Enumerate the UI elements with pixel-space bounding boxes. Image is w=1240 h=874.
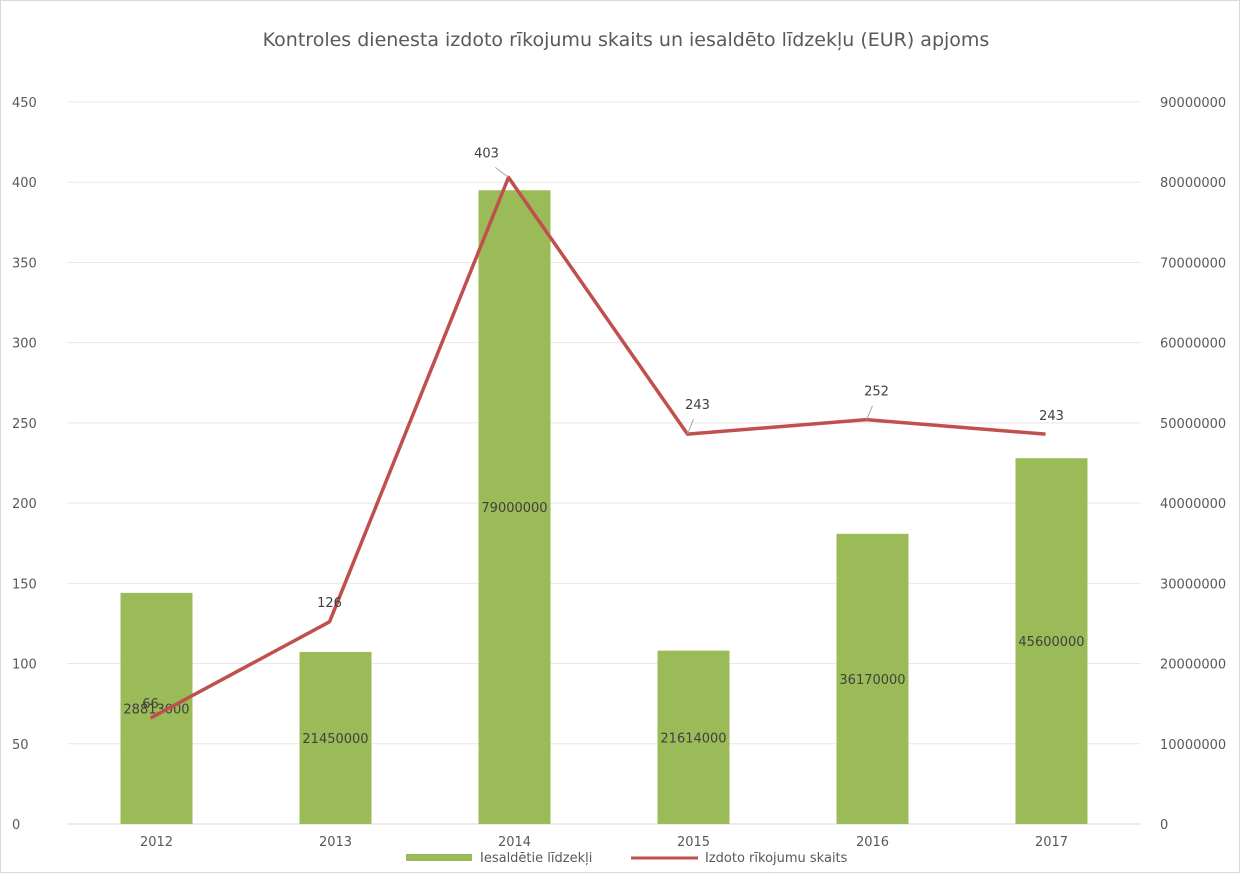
bar-2016 [836,533,909,824]
bar-2015 [657,650,730,824]
leader-line [866,405,873,420]
gridlines [67,101,1141,825]
right-tick-label: 90000000 [1160,96,1226,111]
left-tick-label: 300 [12,337,37,352]
line-value-label: 243 [1039,409,1064,424]
x-tick-label: 2016 [856,835,889,850]
left-tick-label: 400 [12,176,37,191]
legend-label-bars: Iesaldētie līdzekļi [480,851,592,866]
right-tick-label: 10000000 [1160,738,1226,753]
legend-label-line: Izdoto rīkojumu skaits [705,851,848,866]
right-tick-label: 0 [1160,818,1168,833]
bar-data-labels: 2881300021450000790000002161400036170000… [123,501,1084,747]
leader-line [494,167,509,178]
line-value-label: 252 [864,385,889,400]
left-tick-label: 350 [12,256,37,271]
left-tick-label: 200 [12,497,37,512]
bar-2013 [299,651,372,824]
left-axis-ticks: 0 50 100 150 200 250 300 350 400 450 [12,96,37,833]
right-tick-label: 80000000 [1160,176,1226,191]
line-value-label: 243 [685,398,710,413]
legend: Iesaldētie līdzekļi Izdoto rīkojumu skai… [406,851,848,866]
line-series [149,175,1046,720]
left-tick-label: 150 [12,577,37,592]
left-tick-label: 100 [12,658,37,673]
leader-line [687,418,694,435]
bar-2017 [1015,458,1088,824]
bar-value-label: 79000000 [481,501,547,516]
right-tick-label: 40000000 [1160,497,1226,512]
x-tick-label: 2014 [498,835,531,850]
x-axis-ticks: 2012 2013 2014 2015 2016 2017 [140,835,1068,850]
line-value-label: 66 [142,697,159,712]
right-tick-label: 20000000 [1160,658,1226,673]
x-tick-label: 2013 [319,835,352,850]
bar-series [120,190,1088,824]
bar-value-label: 21450000 [302,732,368,747]
line-value-label: 126 [317,596,342,611]
right-tick-label: 60000000 [1160,337,1226,352]
left-tick-label: 450 [12,96,37,111]
bar-value-label: 36170000 [839,673,905,688]
line-value-label: 403 [474,146,499,161]
bar-2012 [120,592,193,824]
x-tick-label: 2017 [1035,835,1068,850]
bar-value-label: 21614000 [660,731,726,746]
series-line [149,175,1046,720]
line-data-labels: 66 126 403 243 252 243 [142,146,1064,712]
x-tick-label: 2012 [140,835,173,850]
left-tick-label: 50 [12,738,29,753]
legend-swatch-bars [406,854,472,861]
bar-value-label: 45600000 [1018,635,1084,650]
left-tick-label: 0 [12,818,20,833]
right-axis-ticks: 0 10000000 20000000 30000000 40000000 5000000… [1160,96,1226,833]
right-tick-label: 70000000 [1160,256,1226,271]
x-tick-label: 2015 [677,835,710,850]
bar-2014 [478,190,551,824]
right-tick-label: 50000000 [1160,417,1226,432]
chart-title: Kontroles dienesta izdoto rīkojumu skait… [263,29,990,51]
left-tick-label: 250 [12,417,37,432]
right-tick-label: 30000000 [1160,577,1226,592]
